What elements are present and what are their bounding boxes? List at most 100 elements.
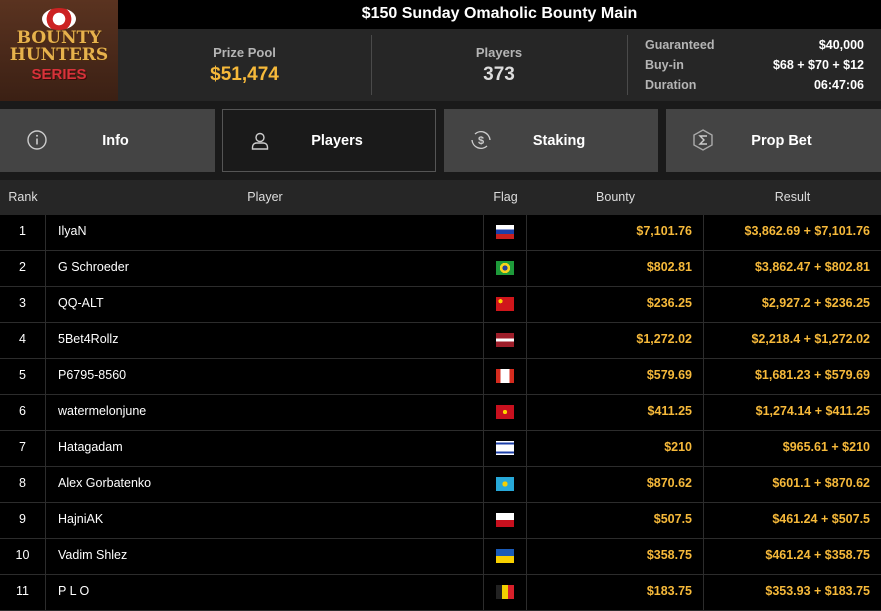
- bounty-cell: $236.25: [527, 287, 704, 322]
- detail-value: 06:47:06: [813, 78, 864, 92]
- flag-cell: [484, 503, 527, 538]
- bounty-cell: $7,101.76: [527, 215, 704, 250]
- detail-duration: Duration 06:47:06: [645, 77, 864, 97]
- column-header-player[interactable]: Player: [247, 190, 283, 204]
- bounty-cell: $579.69: [527, 359, 704, 394]
- table-header: Rank Player Flag Bounty Result: [0, 180, 881, 215]
- flag-cell: [484, 359, 527, 394]
- flag-icon-il: [496, 441, 514, 455]
- rank-cell: 5: [0, 359, 46, 394]
- detail-value: $40,000: [818, 38, 864, 52]
- prize-pool-label: Prize Pool: [213, 45, 276, 60]
- info-icon: [27, 130, 47, 150]
- rank-cell: 4: [0, 323, 46, 358]
- result-cell: $3,862.47 + $802.81: [754, 260, 870, 274]
- user-icon: [251, 132, 269, 150]
- player-name: Vadim Shlez: [46, 539, 484, 574]
- flag-cell: [484, 539, 527, 574]
- player-name: IlyaN: [46, 215, 484, 250]
- tab-label: Prop Bet: [751, 132, 812, 149]
- flag-cell: [484, 287, 527, 322]
- flag-icon-ru: [496, 225, 514, 239]
- tournament-summary: Prize Pool $51,474 Players 373 Guarantee…: [118, 29, 881, 101]
- bounty-cell: $1,272.02: [527, 323, 704, 358]
- player-name: watermelonjune: [46, 395, 484, 430]
- detail-value: $68 + $70 + $12: [772, 58, 864, 72]
- bounty-cell: $358.75: [527, 539, 704, 574]
- table-row[interactable]: 8 Alex Gorbatenko $870.62 $601.1 + $870.62: [0, 467, 881, 503]
- prize-pool-value: $51,474: [210, 64, 279, 85]
- tab-info[interactable]: Info: [0, 109, 215, 172]
- tab-staking[interactable]: $ Staking: [444, 109, 658, 172]
- table-row[interactable]: 3 QQ-ALT $236.25 $2,927.2 + $236.25: [0, 287, 881, 323]
- bounty-hunters-logo: BOUNTY HUNTERS SERIES: [0, 0, 118, 101]
- results-table: 1 IlyaN $7,101.76 $3,862.69 + $7,101.76 2 G S…: [0, 215, 881, 611]
- flag-cell: [484, 467, 527, 502]
- table-row[interactable]: 9 HajniAK $507.5 $461.24 + $507.5: [0, 503, 881, 539]
- flag-cell: [484, 431, 527, 466]
- column-header-flag[interactable]: Flag: [493, 190, 518, 204]
- player-name: QQ-ALT: [46, 287, 484, 322]
- result-cell: $601.1 + $870.62: [772, 476, 870, 490]
- result-cell: $2,927.2 + $236.25: [761, 296, 870, 310]
- flag-cell: [484, 251, 527, 286]
- flag-icon-vn: [496, 405, 514, 419]
- tournament-title: $150 Sunday Omaholic Bounty Main: [0, 0, 881, 29]
- detail-label: Buy-in: [645, 58, 684, 72]
- table-row[interactable]: 4 5Bet4Rollz $1,272.02 $2,218.4 + $1,272.02: [0, 323, 881, 359]
- player-name: G Schroeder: [46, 251, 484, 286]
- bounty-cell: $802.81: [527, 251, 704, 286]
- rank-cell: 6: [0, 395, 46, 430]
- logo-text: SERIES: [31, 66, 87, 83]
- player-name: 5Bet4Rollz: [46, 323, 484, 358]
- table-row[interactable]: 10 Vadim Shlez $358.75 $461.24 + $358.75: [0, 539, 881, 575]
- rank-cell: 1: [0, 215, 46, 250]
- bounty-cell: $507.5: [527, 503, 704, 538]
- flag-cell: [484, 395, 527, 430]
- flag-cell: [484, 215, 527, 250]
- table-row[interactable]: 7 Hatagadam $210 $965.61 + $210: [0, 431, 881, 467]
- players-value: 373: [483, 64, 515, 85]
- flag-icon-cn: [496, 297, 514, 311]
- detail-label: Duration: [645, 78, 697, 92]
- column-header-result[interactable]: Result: [774, 190, 811, 204]
- players-label: Players: [475, 45, 523, 60]
- prize-pool-stat: Prize Pool $51,474: [118, 29, 371, 101]
- table-row[interactable]: 1 IlyaN $7,101.76 $3,862.69 + $7,101.76: [0, 215, 881, 251]
- player-name: HajniAK: [46, 503, 484, 538]
- player-name: Hatagadam: [46, 431, 484, 466]
- result-cell: $461.24 + $507.5: [772, 512, 870, 526]
- divider: [627, 35, 628, 95]
- dollar-cycle-icon: $: [471, 130, 491, 150]
- flag-icon-br: [496, 261, 514, 275]
- prop-bet-hexagon-icon: [693, 129, 713, 151]
- table-row[interactable]: 11 P L O $183.75 $353.93 + $183.75: [0, 575, 881, 611]
- flag-icon-be: [496, 585, 514, 599]
- divider: [371, 35, 372, 95]
- flag-cell: [484, 323, 527, 358]
- player-name: Alex Gorbatenko: [46, 467, 484, 502]
- logo-text: HUNTERS: [9, 45, 109, 65]
- table-row[interactable]: 6 watermelonjune $411.25 $1,274.14 + $411.2…: [0, 395, 881, 431]
- logo-text: BOUNTY: [16, 28, 102, 48]
- rank-cell: 7: [0, 431, 46, 466]
- table-row[interactable]: 5 P6795-8560 $579.69 $1,681.23 + $579.69: [0, 359, 881, 395]
- result-cell: $2,218.4 + $1,272.02: [751, 332, 870, 346]
- rank-cell: 9: [0, 503, 46, 538]
- poker-chip-icon: [42, 8, 76, 30]
- tab-players[interactable]: Players: [222, 109, 436, 172]
- flag-icon-ca: [496, 369, 514, 383]
- bounty-cell: $183.75: [527, 575, 704, 610]
- column-header-bounty[interactable]: Bounty: [596, 190, 635, 204]
- tab-label: Staking: [532, 132, 586, 149]
- player-name: P L O: [46, 575, 484, 610]
- column-header-rank[interactable]: Rank: [8, 190, 38, 204]
- flag-icon-pl: [496, 513, 514, 527]
- tournament-details: Guaranteed $40,000 Buy-in $68 + $70 + $12 …: [645, 37, 864, 97]
- tab-prop-bet[interactable]: Prop Bet: [666, 109, 881, 172]
- rank-cell: 10: [0, 539, 46, 574]
- result-cell: $1,274.14 + $411.25: [755, 404, 870, 418]
- result-cell: $461.24 + $358.75: [765, 548, 870, 562]
- rank-cell: 8: [0, 467, 46, 502]
